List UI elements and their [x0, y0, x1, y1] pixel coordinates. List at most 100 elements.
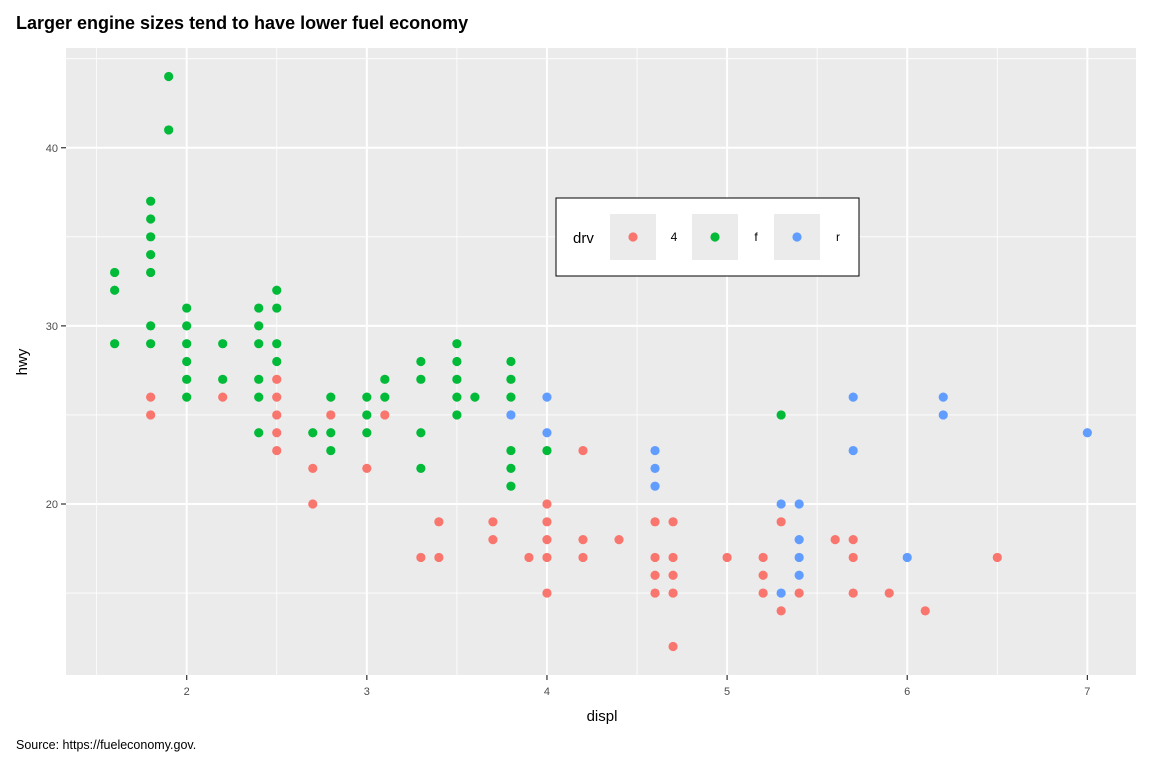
data-point-4: [542, 517, 552, 527]
data-point-4: [722, 552, 732, 563]
data-point-4: [488, 517, 498, 527]
data-point-4: [146, 392, 156, 402]
data-point-4: [542, 552, 552, 563]
data-point-4: [848, 588, 858, 598]
data-point-f: [110, 267, 120, 278]
data-point-4: [308, 463, 318, 473]
legend-label-4: 4: [671, 230, 678, 244]
y-tick-label: 40: [46, 143, 58, 155]
data-point-r: [902, 552, 912, 563]
data-point-f: [452, 356, 462, 367]
data-point-f: [146, 267, 156, 278]
data-point-f: [218, 339, 228, 349]
data-point-f: [272, 303, 282, 313]
data-point-f: [308, 428, 318, 438]
data-point-f: [470, 392, 480, 402]
data-point-4: [272, 410, 282, 420]
data-point-f: [416, 428, 426, 438]
data-point-f: [272, 285, 282, 295]
data-point-f: [506, 356, 516, 367]
data-point-r: [506, 410, 516, 420]
data-point-4: [830, 535, 840, 545]
data-point-4: [758, 570, 768, 580]
data-point-f: [362, 392, 372, 402]
data-point-f: [272, 339, 282, 349]
data-point-f: [506, 463, 516, 473]
data-point-f: [506, 445, 516, 456]
data-point-4: [668, 552, 678, 563]
data-point-4: [776, 517, 786, 527]
data-point-r: [848, 445, 858, 456]
data-point-4: [650, 552, 660, 563]
data-point-4: [650, 588, 660, 598]
data-point-4: [650, 570, 660, 580]
x-axis-title: displ: [587, 708, 618, 725]
data-point-f: [146, 214, 156, 224]
legend-label-r: r: [836, 230, 840, 244]
data-point-4: [668, 517, 678, 527]
data-point-4: [614, 535, 624, 545]
data-point-f: [776, 410, 786, 420]
data-point-4: [578, 552, 588, 563]
data-point-r: [794, 570, 804, 580]
data-point-4: [272, 428, 282, 438]
data-point-f: [182, 374, 192, 384]
data-point-f: [182, 339, 192, 349]
data-point-4: [758, 588, 768, 598]
data-point-r: [794, 499, 804, 509]
data-point-f: [182, 321, 192, 331]
data-point-4: [578, 445, 588, 456]
data-point-f: [164, 125, 174, 135]
data-point-4: [272, 374, 282, 384]
data-point-f: [452, 392, 462, 402]
data-point-f: [326, 428, 336, 438]
legend-label-f: f: [754, 230, 758, 244]
data-point-f: [146, 339, 156, 349]
data-point-4: [218, 392, 228, 402]
data-point-f: [254, 428, 264, 438]
data-point-r: [938, 410, 948, 420]
data-point-4: [668, 570, 678, 580]
y-tick-label: 30: [46, 321, 58, 333]
y-axis: 20 30 40: [46, 143, 66, 511]
y-tick-label: 20: [46, 499, 58, 511]
legend-symbol-f: [710, 232, 720, 242]
data-point-4: [668, 588, 678, 598]
data-point-f: [452, 339, 462, 349]
data-point-4: [362, 463, 372, 473]
data-point-r: [776, 499, 786, 509]
x-tick-label: 5: [724, 686, 730, 698]
data-point-f: [452, 374, 462, 384]
data-point-r: [794, 535, 804, 545]
data-point-f: [542, 445, 552, 456]
data-point-4: [542, 499, 552, 509]
data-point-f: [182, 356, 192, 367]
x-tick-label: 2: [184, 686, 190, 698]
legend-symbol-r: [792, 232, 802, 242]
data-point-4: [434, 517, 444, 527]
data-point-f: [254, 321, 264, 331]
data-point-4: [848, 552, 858, 563]
data-point-4: [542, 588, 552, 598]
data-point-f: [326, 445, 336, 456]
data-point-4: [650, 517, 660, 527]
data-point-r: [542, 392, 552, 402]
data-point-f: [146, 232, 156, 242]
data-point-4: [272, 445, 282, 456]
data-point-f: [362, 428, 372, 438]
data-point-f: [380, 374, 390, 384]
data-point-f: [164, 71, 174, 82]
data-point-r: [848, 392, 858, 402]
data-point-4: [146, 410, 156, 420]
legend-symbol-4: [628, 232, 638, 242]
data-points: [110, 71, 1092, 652]
data-point-4: [416, 552, 426, 563]
data-point-4: [758, 552, 768, 563]
data-point-f: [110, 285, 120, 295]
data-point-f: [416, 374, 426, 384]
data-point-r: [1082, 428, 1092, 438]
data-point-f: [254, 339, 264, 349]
chart-title: Larger engine sizes tend to have lower f…: [16, 13, 468, 33]
data-point-4: [488, 535, 498, 545]
data-point-4: [272, 392, 282, 402]
